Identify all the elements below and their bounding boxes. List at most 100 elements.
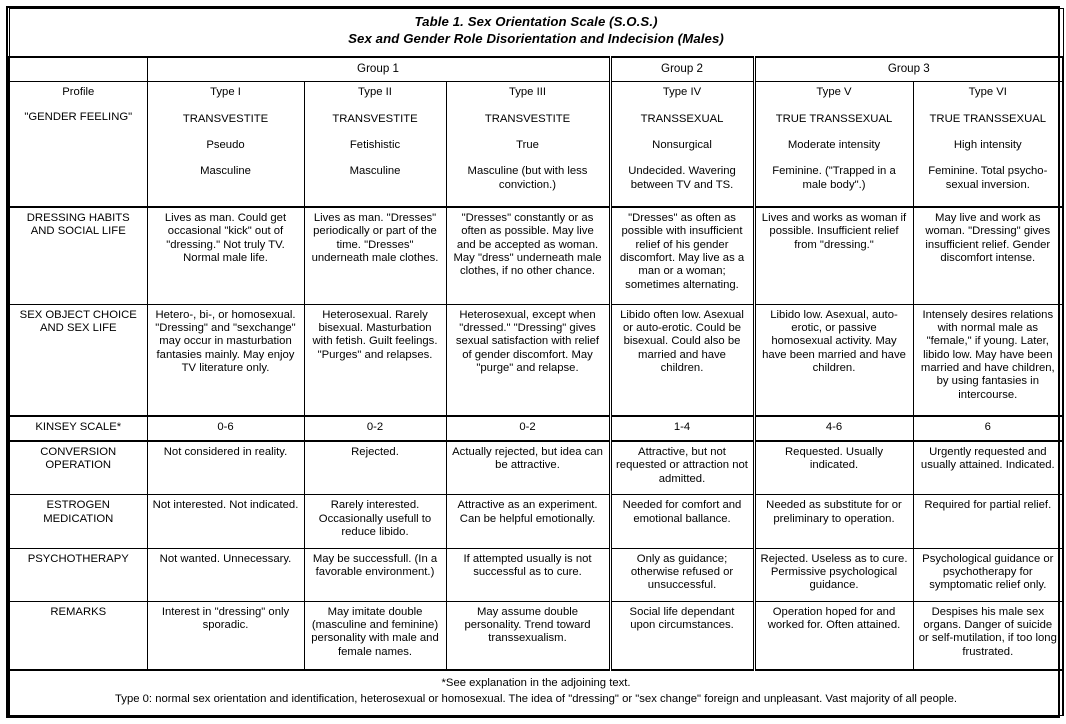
type-qualifier: Fetishistic xyxy=(349,139,401,151)
table-footnotes: *See explanation in the adjoining text. … xyxy=(7,668,1065,716)
cell-sexobject-type-3: Heterosexual, except when "dressed." "Dr… xyxy=(445,303,612,417)
group-header-blank xyxy=(8,56,148,83)
cell-estrogen-type-1: Not interested. Not indicated. xyxy=(146,494,305,549)
profile-col-type-6: Type VI TRUE TRANSSEXUAL High intensity … xyxy=(912,81,1065,208)
cell-estrogen-type-6: Required for partial relief. xyxy=(912,494,1065,549)
cell-remarks-type-3: May assume double personality. Trend tow… xyxy=(445,600,612,671)
type-name: Type I xyxy=(210,86,241,99)
cell-dressing-type-6: May live and work as woman. "Dressing" g… xyxy=(912,206,1065,305)
cell-kinsey-type-5: 4-6 xyxy=(753,414,914,442)
table-row: PSYCHOTHERAPY Not wanted. Unnecessary. M… xyxy=(8,547,1065,602)
table-row: REMARKS Interest in "dressing" only spor… xyxy=(8,600,1065,671)
type-name: Type II xyxy=(358,86,392,99)
type-qualifier: Moderate intensity xyxy=(787,139,881,151)
cell-dressing-type-3: "Dresses" constantly or as often as poss… xyxy=(445,206,612,305)
type-name: Type VI xyxy=(968,86,1007,99)
cell-sexobject-type-1: Hetero-, bi-, or homosexual. "Dressing" … xyxy=(146,303,305,417)
cell-estrogen-type-5: Needed as substitute for or preliminary … xyxy=(753,494,914,549)
cell-kinsey-type-3: 0-2 xyxy=(445,414,612,442)
table-frame: Table 1. Sex Orientation Scale (S.O.S.) … xyxy=(6,6,1065,718)
cell-conversion-type-4: Attractive, but not requested or attract… xyxy=(609,440,756,496)
cell-sexobject-type-6: Intensely desires relations with normal … xyxy=(912,303,1065,417)
table-row: CONVERSION OPERATION Not considered in r… xyxy=(8,440,1065,496)
type-qualifier: High intensity xyxy=(953,139,1022,151)
row-label-estrogen-medication: ESTROGEN MEDICATION xyxy=(8,494,148,549)
title-line-2: Sex and Gender Role Disorientation and I… xyxy=(348,31,724,47)
profile-row: Profile "GENDER FEELING" Type I TRANSVES… xyxy=(8,81,1065,208)
type-gender-feeling: Masculine xyxy=(200,165,251,178)
cell-remarks-type-1: Interest in "dressing" only sporadic. xyxy=(146,600,305,671)
cell-sexobject-type-4: Libido often low. Asexual or auto-erotic… xyxy=(609,303,756,417)
type-category: TRANSVESTITE xyxy=(484,112,571,125)
cell-kinsey-type-4: 1-4 xyxy=(609,414,756,442)
row-label-kinsey-scale: KINSEY SCALE* xyxy=(8,414,148,442)
type-name: Type IV xyxy=(662,86,702,99)
cell-conversion-type-6: Urgently requested and usually attained.… xyxy=(912,440,1065,496)
group-header-row: Group 1 Group 2 Group 3 xyxy=(8,56,1065,83)
table-row: ESTROGEN MEDICATION Not interested. Not … xyxy=(8,494,1065,549)
profile-col-type-5: Type V TRUE TRANSSEXUAL Moderate intensi… xyxy=(753,81,914,208)
cell-remarks-type-4: Social life dependant upon circumstances… xyxy=(609,600,756,671)
profile-col-type-2: Type II TRANSVESTITE Fetishistic Masculi… xyxy=(303,81,447,208)
cell-psychotherapy-type-3: If attempted usually is not successful a… xyxy=(445,547,612,602)
profile-col-type-3: Type III TRANSVESTITE True Masculine (bu… xyxy=(445,81,612,208)
table-row: SEX OBJECT CHOICE AND SEX LIFE Hetero-, … xyxy=(8,303,1065,417)
type-gender-feeling: Feminine. ("Trapped in a male body".) xyxy=(772,165,896,191)
table-title: Table 1. Sex Orientation Scale (S.O.S.) … xyxy=(8,7,1064,58)
group-header-group-1: Group 1 xyxy=(146,56,612,83)
type-category: TRUE TRANSSEXUAL xyxy=(929,112,1047,125)
type-qualifier: Nonsurgical xyxy=(652,139,712,151)
type-qualifier: True xyxy=(516,139,539,151)
cell-estrogen-type-3: Attractive as an experiment. Can be help… xyxy=(445,494,612,549)
cell-conversion-type-1: Not considered in reality. xyxy=(146,440,305,496)
cell-psychotherapy-type-2: May be successfull. (In a favorable envi… xyxy=(303,547,447,602)
table-row: KINSEY SCALE* 0-6 0-2 0-2 1-4 4-6 6 xyxy=(8,414,1065,442)
cell-kinsey-type-2: 0-2 xyxy=(303,414,447,442)
row-label-remarks: REMARKS xyxy=(8,600,148,671)
cell-psychotherapy-type-5: Rejected. Useless as to cure. Permissive… xyxy=(753,547,914,602)
row-label-sex-object-choice: SEX OBJECT CHOICE AND SEX LIFE xyxy=(8,303,148,417)
cell-remarks-type-6: Despises his male sex organs. Danger of … xyxy=(912,600,1065,671)
type-gender-feeling: Undecided. Wavering between TV and TS. xyxy=(628,165,736,191)
title-row: Table 1. Sex Orientation Scale (S.O.S.) … xyxy=(8,7,1064,58)
type-gender-feeling: Feminine. Total psycho-sexual inversion. xyxy=(928,165,1048,191)
cell-sexobject-type-5: Libido low. Asexual, auto-erotic, or pas… xyxy=(753,303,914,417)
cell-conversion-type-2: Rejected. xyxy=(303,440,447,496)
group-header-group-3: Group 3 xyxy=(753,56,1065,83)
cell-estrogen-type-4: Needed for comfort and emotional ballanc… xyxy=(609,494,756,549)
type-category: TRANSVESTITE xyxy=(332,112,418,125)
profile-label-line-1: Profile xyxy=(62,86,95,99)
type-name: Type III xyxy=(508,86,547,99)
profile-col-type-4: Type IV TRANSSEXUAL Nonsurgical Undecide… xyxy=(609,81,756,208)
cell-dressing-type-1: Lives as man. Could get occasional "kick… xyxy=(146,206,305,305)
cell-estrogen-type-2: Rarely interested. Occasionally usefull … xyxy=(303,494,447,549)
type-gender-feeling: Masculine (but with less conviction.) xyxy=(467,165,588,191)
cell-conversion-type-3: Actually rejected, but idea can be attra… xyxy=(445,440,612,496)
footnote-row: *See explanation in the adjoining text. … xyxy=(7,668,1065,716)
cell-kinsey-type-6: 6 xyxy=(912,414,1065,442)
cell-remarks-type-2: May imitate double (masculine and femini… xyxy=(303,600,447,671)
cell-kinsey-type-1: 0-6 xyxy=(146,414,305,442)
cell-psychotherapy-type-1: Not wanted. Unnecessary. xyxy=(146,547,305,602)
type-qualifier: Pseudo xyxy=(206,139,245,151)
cell-remarks-type-5: Operation hoped for and worked for. Ofte… xyxy=(753,600,914,671)
profile-col-type-1: Type I TRANSVESTITE Pseudo Masculine xyxy=(146,81,305,208)
cell-psychotherapy-type-4: Only as guidance; otherwise refused or u… xyxy=(609,547,756,602)
table-row: DRESSING HABITS AND SOCIAL LIFE Lives as… xyxy=(8,206,1065,305)
row-label-dressing-habits: DRESSING HABITS AND SOCIAL LIFE xyxy=(8,206,148,305)
cell-dressing-type-5: Lives and works as woman if possible. In… xyxy=(753,206,914,305)
cell-dressing-type-4: "Dresses" as often as possible with insu… xyxy=(609,206,756,305)
type-gender-feeling: Masculine xyxy=(349,165,401,178)
footnote-line-2: Type 0: normal sex orientation and ident… xyxy=(115,692,958,705)
profile-row-label: Profile "GENDER FEELING" xyxy=(8,81,148,208)
type-category: TRUE TRANSSEXUAL xyxy=(775,112,893,125)
profile-label-line-2: "GENDER FEELING" xyxy=(24,110,133,123)
type-category: TRANSSEXUAL xyxy=(640,112,724,125)
cell-dressing-type-2: Lives as man. "Dresses" periodically or … xyxy=(303,206,447,305)
cell-conversion-type-5: Requested. Usually indicated. xyxy=(753,440,914,496)
sos-table: Table 1. Sex Orientation Scale (S.O.S.) … xyxy=(7,7,1065,716)
type-category: TRANSVESTITE xyxy=(182,112,269,125)
footnote-line-1: *See explanation in the adjoining text. xyxy=(441,676,631,689)
title-line-1: Table 1. Sex Orientation Scale (S.O.S.) xyxy=(414,14,658,29)
